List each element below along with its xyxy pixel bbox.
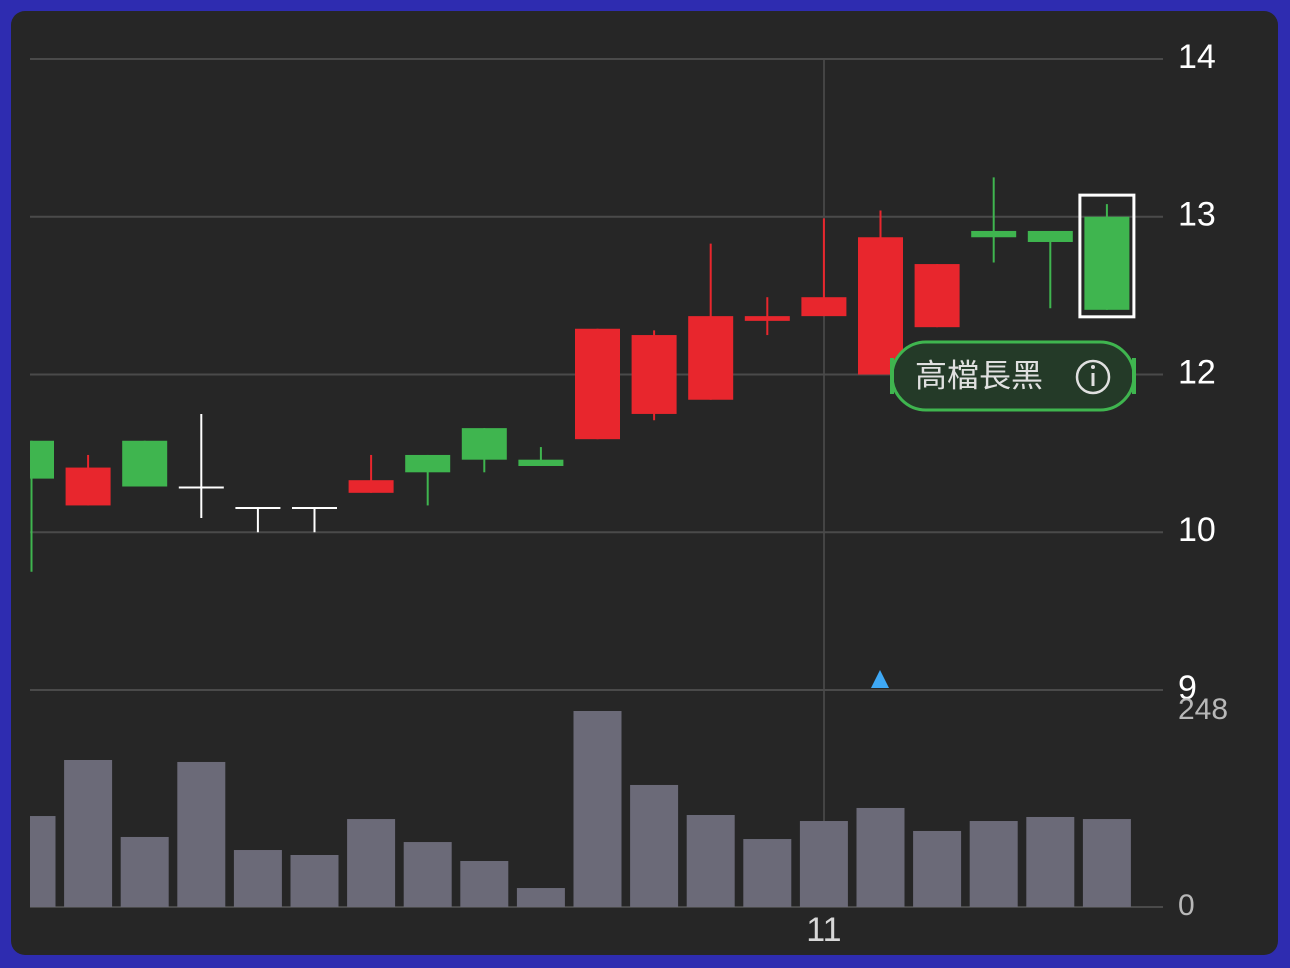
- candle-body: [518, 459, 564, 466]
- volume-bar: [743, 839, 792, 907]
- volume-bar: [1082, 819, 1131, 907]
- y-tick-label: 9: [1178, 669, 1197, 707]
- volume-bar: [64, 760, 113, 907]
- candle-body: [178, 486, 224, 489]
- candle-body: [631, 335, 677, 414]
- volume-bar: [799, 821, 848, 907]
- volume-bar: [573, 711, 622, 907]
- volume-bar: [403, 842, 452, 907]
- candle-body: [688, 316, 734, 400]
- candle-body: [858, 237, 903, 375]
- y-tick-label: 10: [1178, 511, 1216, 549]
- selected-candle-frame: [1078, 193, 1136, 319]
- volume-bar: [630, 784, 679, 907]
- volume-bar: [1026, 816, 1075, 907]
- candle-body: [30, 440, 54, 479]
- candle-body: [235, 507, 281, 510]
- annotation-text: 高檔長黑: [915, 357, 1043, 393]
- candle-body: [801, 297, 847, 317]
- panel: [11, 11, 1278, 955]
- candle-body: [1027, 230, 1073, 242]
- candle-body: [971, 230, 1017, 238]
- marks: [30, 177, 1131, 907]
- volume-bar: [913, 830, 962, 907]
- volume-bar: [460, 861, 509, 907]
- candle-body: [292, 507, 337, 510]
- volume-bar: [856, 807, 905, 907]
- volume-bar: [290, 854, 339, 907]
- candle-body: [348, 480, 394, 493]
- info-icon[interactable]: [1075, 359, 1111, 395]
- candle-body: [1084, 216, 1130, 310]
- y-tick-label: 12: [1178, 353, 1216, 391]
- volume-tick-label: 0: [1178, 889, 1195, 922]
- y-tick-label: 14: [1178, 38, 1216, 76]
- x-tick-label: 11: [806, 911, 841, 949]
- candle-body: [65, 467, 111, 506]
- annotation: 高檔長黑: [890, 340, 1136, 412]
- volume-bar: [347, 819, 396, 907]
- volume-bar: [177, 761, 226, 907]
- candle-body: [461, 428, 507, 460]
- volume-bar: [120, 836, 169, 907]
- y-tick-label: 13: [1178, 196, 1216, 234]
- candle-body: [744, 316, 790, 321]
- volume-bar: [686, 815, 735, 907]
- candle-body: [575, 328, 620, 440]
- candle-body: [914, 264, 960, 328]
- volume-tick-label: 248: [1178, 693, 1228, 726]
- volume-bar: [969, 821, 1018, 907]
- volume-bar: [233, 850, 282, 907]
- signal-marker: [871, 670, 889, 688]
- volume-bar: [30, 816, 56, 907]
- info-icon-dot: [1091, 365, 1095, 369]
- volume-bar: [516, 888, 565, 907]
- candle-body: [405, 454, 451, 473]
- candle-body: [122, 440, 168, 487]
